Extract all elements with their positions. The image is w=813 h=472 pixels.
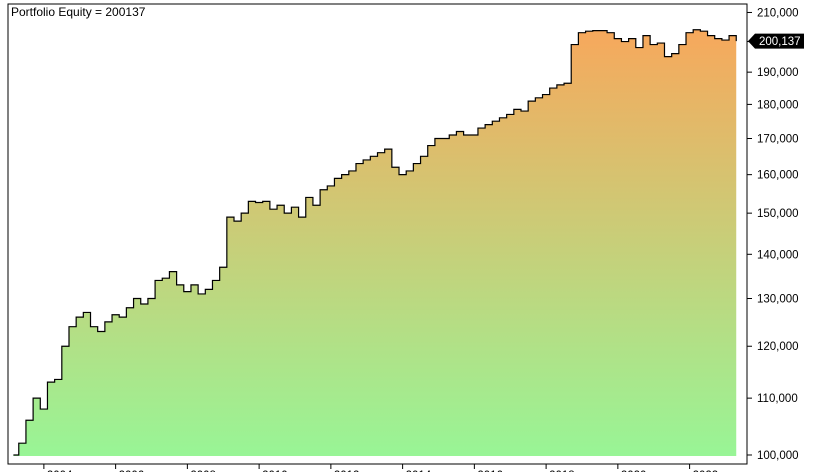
y-tick-label: 210,000	[757, 7, 799, 19]
y-tick-label: 150,000	[757, 208, 799, 220]
y-tick-label: 160,000	[757, 170, 799, 182]
last-value-badge	[748, 33, 804, 49]
y-tick-label: 170,000	[757, 133, 799, 145]
x-tick-label: 2010	[262, 470, 288, 472]
last-value-label: 200,137	[759, 36, 801, 48]
x-tick-label: 2014	[406, 470, 432, 472]
x-tick-label: 2016	[477, 470, 503, 472]
y-tick-label: 100,000	[757, 450, 799, 462]
y-tick-label: 140,000	[757, 249, 799, 261]
x-tick-label: 2018	[549, 470, 575, 472]
y-tick-label: 130,000	[757, 293, 799, 305]
x-tick-label: 2008	[190, 470, 216, 472]
x-tick-label: 2020	[621, 470, 647, 472]
x-tick-label: 2004	[47, 470, 73, 472]
equity-area-fill	[13, 29, 737, 456]
last-value-marker: 200,137	[748, 33, 804, 49]
x-tick-label: 2022	[693, 470, 719, 472]
x-tick-label: 2012	[334, 470, 360, 472]
equity-line	[13, 29, 737, 456]
plot-frame	[7, 3, 748, 465]
y-tick-label: 110,000	[757, 393, 798, 405]
x-tick-label: 2006	[119, 470, 145, 472]
y-tick-label: 180,000	[757, 99, 799, 111]
y-tick-label: 120,000	[757, 341, 799, 353]
chart-title: Portfolio Equity = 200137	[11, 5, 146, 19]
y-tick-label: 190,000	[757, 67, 799, 79]
